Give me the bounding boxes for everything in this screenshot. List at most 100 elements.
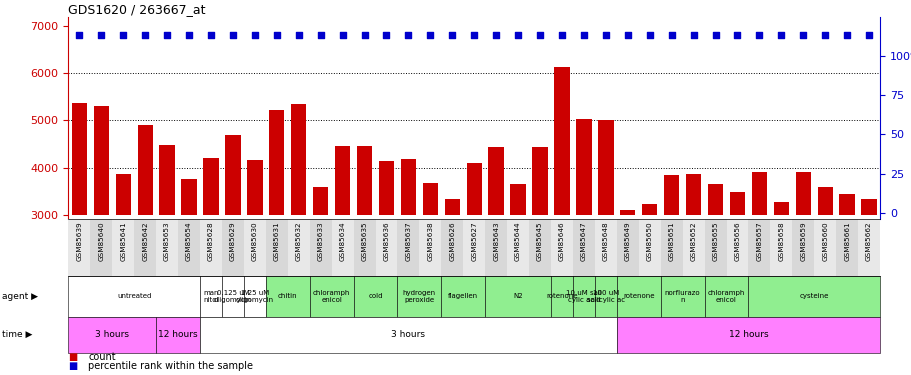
Point [423, 32, 437, 38]
Text: GSM85639: GSM85639 [77, 221, 82, 261]
Bar [510, 184, 526, 214]
Bar [532, 147, 548, 214]
Bar [707, 184, 722, 214]
Text: GSM85660: GSM85660 [822, 221, 827, 261]
Bar [598, 120, 613, 214]
Bar [619, 210, 635, 214]
Point [72, 32, 87, 38]
Text: time ▶: time ▶ [2, 330, 32, 339]
Point [488, 32, 503, 38]
Point [357, 32, 372, 38]
Text: GSM85643: GSM85643 [493, 221, 498, 261]
Point [181, 32, 196, 38]
Point [773, 32, 788, 38]
Point [554, 32, 568, 38]
Text: flagellen: flagellen [447, 293, 477, 299]
Text: GSM85657: GSM85657 [755, 221, 762, 261]
Point [730, 32, 744, 38]
Text: ■: ■ [68, 352, 77, 362]
Point [510, 32, 525, 38]
Text: GDS1620 / 263667_at: GDS1620 / 263667_at [68, 3, 206, 16]
Point [335, 32, 350, 38]
Text: GSM85649: GSM85649 [624, 221, 630, 261]
Point [795, 32, 810, 38]
Point [203, 32, 218, 38]
Bar [138, 125, 153, 214]
Bar [356, 146, 372, 214]
Text: GSM85644: GSM85644 [515, 221, 520, 261]
Point [225, 32, 240, 38]
Bar [773, 202, 788, 214]
Text: untreated: untreated [117, 293, 151, 299]
Text: GSM85629: GSM85629 [230, 221, 236, 261]
Text: GSM85651: GSM85651 [668, 221, 674, 261]
Text: GSM85653: GSM85653 [164, 221, 170, 261]
Text: ■: ■ [68, 361, 77, 371]
Bar [663, 175, 679, 214]
Text: GSM85654: GSM85654 [186, 221, 192, 261]
Text: 0.125 uM
oligomycin: 0.125 uM oligomycin [214, 290, 251, 303]
Bar [181, 179, 197, 214]
Point [138, 32, 152, 38]
Bar [269, 110, 284, 214]
Point [401, 32, 415, 38]
Text: 10 uM sali
cylic acid: 10 uM sali cylic acid [566, 290, 601, 303]
Bar [838, 194, 854, 214]
Bar [794, 172, 810, 214]
Text: chloramph
enicol: chloramph enicol [707, 290, 744, 303]
Point [686, 32, 701, 38]
Text: GSM85636: GSM85636 [383, 221, 389, 261]
Text: GSM85631: GSM85631 [273, 221, 280, 261]
Text: GSM85628: GSM85628 [208, 221, 214, 261]
Text: rotenone: rotenone [546, 293, 577, 299]
Bar [159, 146, 175, 214]
Point [839, 32, 854, 38]
Bar [334, 146, 350, 214]
Bar [422, 183, 437, 214]
Bar [816, 188, 832, 214]
Point [598, 32, 612, 38]
Point [861, 32, 875, 38]
Text: hydrogen
peroxide: hydrogen peroxide [403, 290, 435, 303]
Bar [312, 187, 328, 214]
Text: GSM85626: GSM85626 [449, 221, 455, 261]
Text: GSM85648: GSM85648 [602, 221, 609, 261]
Point [817, 32, 832, 38]
Text: GSM85656: GSM85656 [733, 221, 740, 261]
Text: GSM85659: GSM85659 [800, 221, 805, 261]
Text: man
nitol: man nitol [203, 290, 219, 303]
Text: cold: cold [368, 293, 383, 299]
Point [116, 32, 130, 38]
Text: 12 hours: 12 hours [728, 330, 767, 339]
Point [270, 32, 284, 38]
Text: GSM85641: GSM85641 [120, 221, 126, 261]
Text: GSM85627: GSM85627 [471, 221, 476, 261]
Point [532, 32, 547, 38]
Bar [72, 103, 87, 214]
Text: GSM85655: GSM85655 [711, 221, 718, 261]
Bar [576, 118, 591, 214]
Text: GSM85652: GSM85652 [690, 221, 696, 261]
Text: GSM85647: GSM85647 [580, 221, 587, 261]
Text: chloramph
enicol: chloramph enicol [312, 290, 350, 303]
Point [292, 32, 306, 38]
Point [663, 32, 678, 38]
Text: GSM85650: GSM85650 [646, 221, 652, 261]
Text: GSM85634: GSM85634 [339, 221, 345, 261]
Bar [445, 199, 459, 214]
Bar [554, 67, 569, 214]
Point [159, 32, 174, 38]
Point [576, 32, 590, 38]
Text: N2: N2 [513, 293, 522, 299]
Text: GSM85658: GSM85658 [777, 221, 783, 261]
Bar [751, 172, 766, 214]
Text: GSM85645: GSM85645 [537, 221, 542, 261]
Text: GSM85640: GSM85640 [98, 221, 104, 261]
Point [445, 32, 459, 38]
Text: 3 hours: 3 hours [95, 330, 129, 339]
Text: 1.25 uM
oligomycin: 1.25 uM oligomycin [236, 290, 273, 303]
Bar [729, 192, 744, 214]
Text: GSM85637: GSM85637 [405, 221, 411, 261]
Text: GSM85630: GSM85630 [251, 221, 258, 261]
Bar [378, 162, 394, 214]
